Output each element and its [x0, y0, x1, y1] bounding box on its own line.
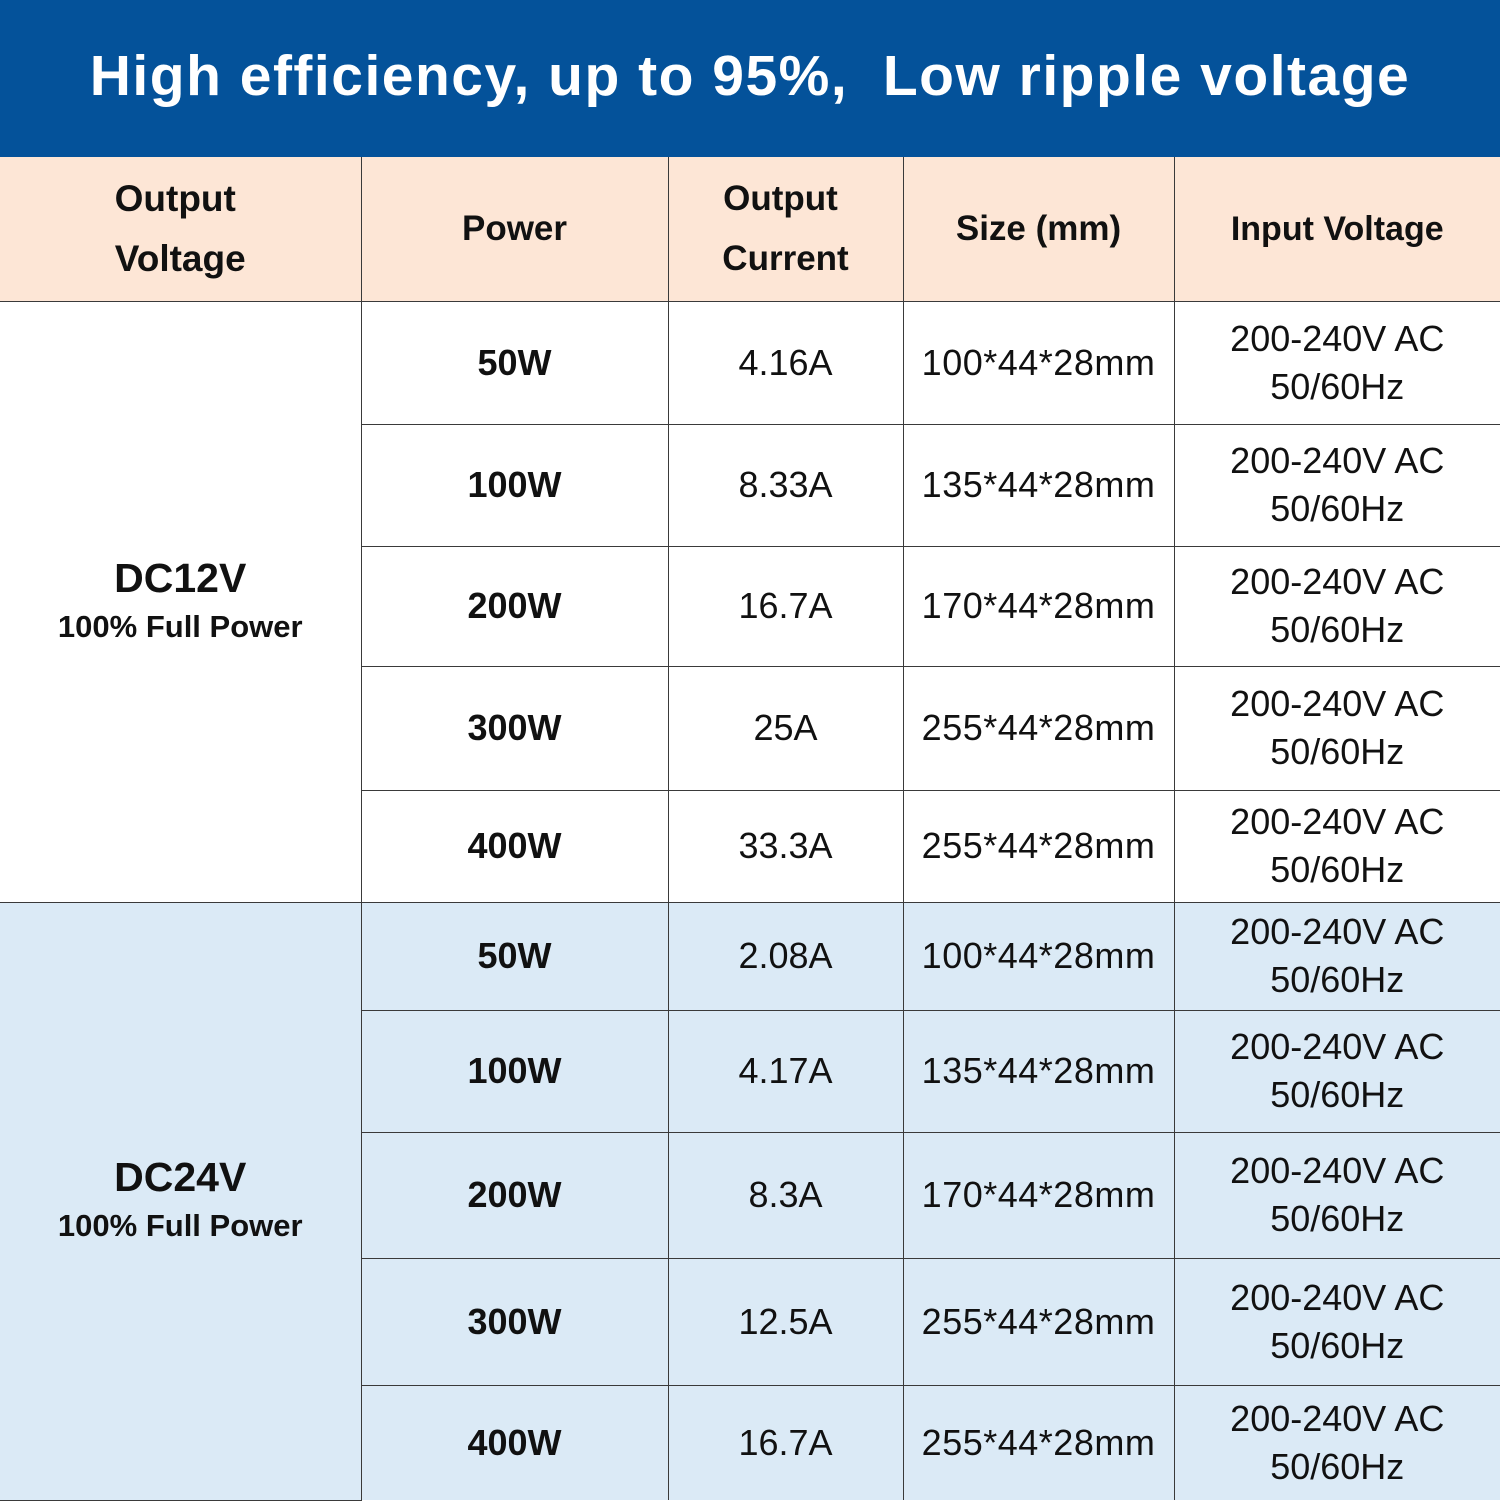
size-cell: 100*44*28mm	[903, 301, 1174, 424]
size-cell: 255*44*28mm	[903, 666, 1174, 790]
size-cell: 255*44*28mm	[903, 1385, 1174, 1500]
input-frequency: 50/60Hz	[1175, 606, 1500, 654]
input-voltage-range: 200-240V AC	[1175, 908, 1500, 956]
size-cell: 255*44*28mm	[903, 790, 1174, 902]
input-voltage-range: 200-240V AC	[1175, 437, 1500, 485]
header-power: Power	[361, 157, 668, 301]
power-cell: 400W	[361, 790, 668, 902]
current-cell: 4.16A	[668, 301, 903, 424]
power-cell: 100W	[361, 424, 668, 546]
current-cell: 25A	[668, 666, 903, 790]
current-cell: 16.7A	[668, 1385, 903, 1500]
input-frequency: 50/60Hz	[1175, 1195, 1500, 1243]
input-voltage-range: 200-240V AC	[1175, 1395, 1500, 1443]
input-frequency: 50/60Hz	[1175, 728, 1500, 776]
current-cell: 12.5A	[668, 1258, 903, 1385]
group-note: 100% Full Power	[0, 1202, 361, 1250]
header-output-voltage: Output Voltage	[0, 157, 361, 301]
current-cell: 16.7A	[668, 546, 903, 666]
input-frequency: 50/60Hz	[1175, 956, 1500, 1004]
size-cell: 135*44*28mm	[903, 1010, 1174, 1132]
input-voltage-range: 200-240V AC	[1175, 680, 1500, 728]
input-voltage-range: 200-240V AC	[1175, 1023, 1500, 1071]
group-voltage: DC24V	[0, 1152, 361, 1202]
current-cell: 8.3A	[668, 1132, 903, 1258]
input-frequency: 50/60Hz	[1175, 1322, 1500, 1370]
power-cell: 100W	[361, 1010, 668, 1132]
input-voltage-range: 200-240V AC	[1175, 1274, 1500, 1322]
banner: High efficiency, up to 95%, Low ripple v…	[0, 0, 1500, 157]
header-row: Output Voltage Power Output Current Size…	[0, 157, 1500, 301]
input-frequency: 50/60Hz	[1175, 363, 1500, 411]
banner-title: High efficiency, up to 95%, Low ripple v…	[90, 43, 1410, 109]
power-cell: 400W	[361, 1385, 668, 1500]
current-cell: 33.3A	[668, 790, 903, 902]
size-cell: 135*44*28mm	[903, 424, 1174, 546]
power-cell: 300W	[361, 666, 668, 790]
current-cell: 2.08A	[668, 902, 903, 1010]
power-cell: 200W	[361, 1132, 668, 1258]
header-size: Size (mm)	[903, 157, 1174, 301]
header-input-voltage: Input Voltage	[1174, 157, 1500, 301]
header-output-voltage-line1: Output	[0, 169, 361, 229]
size-cell: 255*44*28mm	[903, 1258, 1174, 1385]
group-voltage: DC12V	[0, 553, 361, 603]
size-cell: 170*44*28mm	[903, 546, 1174, 666]
group-note: 100% Full Power	[0, 603, 361, 651]
spec-table: Output Voltage Power Output Current Size…	[0, 157, 1500, 1501]
input-voltage-range: 200-240V AC	[1175, 798, 1500, 846]
current-cell: 8.33A	[668, 424, 903, 546]
power-cell: 300W	[361, 1258, 668, 1385]
input-voltage-range: 200-240V AC	[1175, 558, 1500, 606]
size-cell: 100*44*28mm	[903, 902, 1174, 1010]
input-frequency: 50/60Hz	[1175, 1443, 1500, 1491]
current-cell: 4.17A	[668, 1010, 903, 1132]
power-cell: 200W	[361, 546, 668, 666]
header-output-voltage-line2: Voltage	[0, 229, 361, 289]
header-output-current: Output Current	[668, 157, 903, 301]
size-cell: 170*44*28mm	[903, 1132, 1174, 1258]
header-output-current-line2: Current	[669, 229, 903, 289]
header-output-current-line1: Output	[668, 169, 903, 229]
input-voltage-range: 200-240V AC	[1175, 315, 1500, 363]
power-cell: 50W	[361, 902, 668, 1010]
input-frequency: 50/60Hz	[1175, 1071, 1500, 1119]
input-frequency: 50/60Hz	[1175, 485, 1500, 533]
input-voltage-range: 200-240V AC	[1175, 1147, 1500, 1195]
input-frequency: 50/60Hz	[1175, 846, 1500, 894]
power-cell: 50W	[361, 301, 668, 424]
